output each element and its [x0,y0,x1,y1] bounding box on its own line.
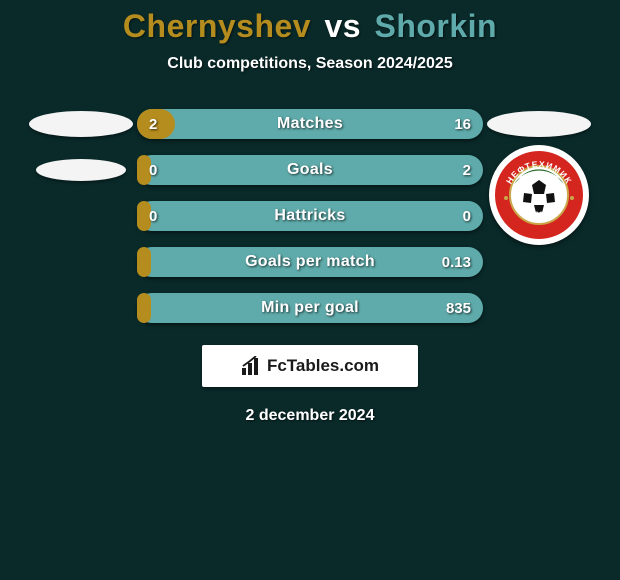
stat-bar: Min per goal835 [137,293,483,323]
player1-club-placeholder [36,159,126,181]
site-logo: FcTables.com [202,345,418,387]
stat-bar: 0Hattricks0 [137,201,483,231]
player2-name: Shorkin [374,8,497,44]
right-avatar-slot: НЕФТЕХИМИК 1991 [483,155,595,185]
player1-name: Chernyshev [123,8,311,44]
footer-date: 2 december 2024 [0,407,620,425]
comparison-infographic: Chernyshev vs Shorkin Club competitions,… [0,0,620,425]
stat-label: Hattricks [137,207,483,225]
site-name: FcTables.com [267,356,379,376]
stat-row: 0Goals2 НЕФТЕХИМИК 1991 [0,155,620,185]
stat-label: Matches [137,115,483,133]
stat-right-value: 835 [446,300,471,317]
stat-bar: 2Matches16 [137,109,483,139]
player1-avatar-placeholder [29,111,133,137]
left-avatar-slot [25,111,137,137]
stats-rows: 2Matches160Goals2 НЕФТЕХИМИК 1991 0Hattr… [0,109,620,323]
stat-right-value: 0 [463,208,471,225]
right-avatar-slot [483,111,595,137]
stat-right-value: 2 [463,162,471,179]
player2-avatar-placeholder [487,111,591,137]
subtitle: Club competitions, Season 2024/2025 [0,55,620,73]
stat-bar: 0Goals2 [137,155,483,185]
stat-row: Goals per match0.13 [0,247,620,277]
bar-chart-icon [241,356,263,376]
stat-right-value: 0.13 [442,254,471,271]
title-vs: vs [324,8,361,44]
stat-label: Goals [137,161,483,179]
stat-row: Min per goal835 [0,293,620,323]
club-badge: НЕФТЕХИМИК 1991 [489,145,589,245]
stat-label: Goals per match [137,253,483,271]
stat-right-value: 16 [454,116,471,133]
stat-row: 2Matches16 [0,109,620,139]
stat-bar: Goals per match0.13 [137,247,483,277]
page-title: Chernyshev vs Shorkin [0,8,620,45]
stat-label: Min per goal [137,299,483,317]
left-avatar-slot [25,159,137,181]
